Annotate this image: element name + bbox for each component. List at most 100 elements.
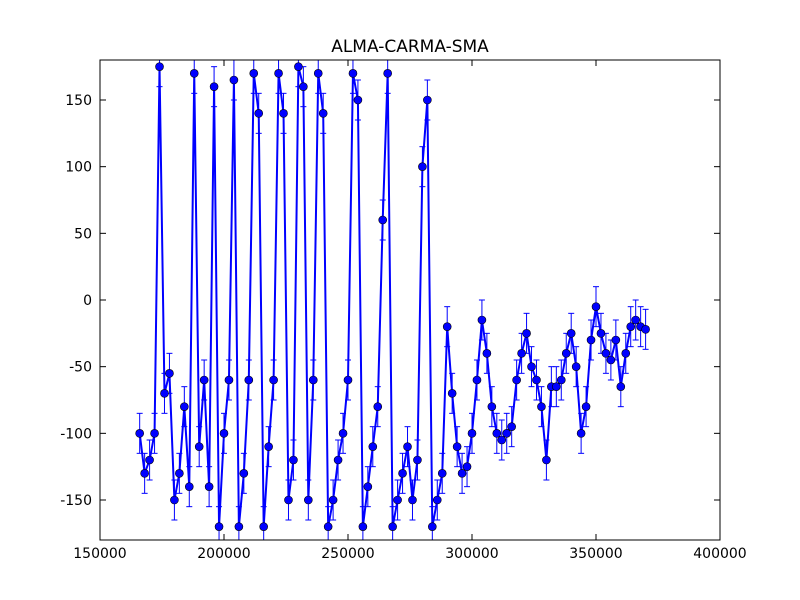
x-tick-label: 300000 — [445, 546, 498, 562]
data-point — [150, 429, 159, 438]
data-point — [383, 69, 392, 78]
data-point — [437, 469, 447, 478]
x-tick-label: 200000 — [197, 546, 250, 562]
data-point — [165, 369, 174, 378]
data-point — [507, 422, 516, 431]
data-point — [363, 482, 373, 491]
data-point — [224, 375, 234, 385]
data-point — [254, 109, 264, 118]
data-point — [576, 429, 586, 438]
ticks: 150000 200000 250000 300000 350000 400000 -150… — [60, 60, 747, 562]
data-point — [239, 469, 249, 478]
data-point — [204, 482, 214, 491]
data-point — [616, 382, 626, 391]
y-tick-label: -100 — [60, 426, 92, 442]
x-tick-label: 150000 — [73, 546, 126, 562]
y-tick-label: 50 — [74, 226, 92, 242]
data-point — [502, 429, 512, 438]
data-point — [413, 455, 422, 465]
data-point — [313, 69, 323, 78]
data-point — [552, 382, 561, 391]
data-point — [477, 315, 487, 325]
data-point — [641, 325, 650, 334]
data-point — [323, 522, 333, 531]
data-point — [373, 402, 383, 411]
x-tick-label: 250000 — [321, 546, 374, 562]
data-point — [452, 442, 462, 451]
data-point — [294, 62, 303, 71]
data-point — [517, 349, 526, 358]
data-point — [442, 322, 452, 331]
data-point — [532, 375, 541, 385]
data-point — [601, 349, 611, 358]
y-tick-label: 100 — [65, 160, 92, 176]
data-point — [155, 62, 164, 71]
data-point — [492, 429, 502, 438]
data-point — [631, 315, 640, 325]
data-point — [308, 375, 318, 385]
data-point — [497, 435, 507, 445]
data-point — [621, 349, 631, 358]
data-point — [229, 75, 239, 85]
y-tick-label: 0 — [83, 293, 92, 309]
data-point — [264, 442, 273, 451]
data-point — [175, 469, 184, 478]
data-point — [398, 469, 407, 478]
data-point — [566, 329, 576, 338]
data-point — [537, 402, 546, 411]
data-point — [368, 442, 378, 451]
data-point — [333, 455, 343, 465]
data-point — [462, 462, 472, 471]
data-point — [318, 109, 328, 118]
data-point — [606, 355, 616, 365]
data-point — [289, 455, 298, 465]
data-point — [581, 402, 591, 411]
data-point — [338, 429, 348, 438]
data-point — [274, 69, 283, 78]
data-point — [487, 402, 497, 411]
data-point — [596, 329, 606, 338]
data-point — [482, 349, 492, 358]
data-point — [457, 469, 467, 478]
data-point — [522, 329, 531, 338]
data-point — [403, 442, 412, 451]
data-point — [140, 469, 149, 478]
data-point — [269, 375, 278, 385]
data-point — [527, 362, 536, 371]
chart-title: ALMA-CARMA-SMA — [331, 37, 489, 57]
x-tick-label: 350000 — [569, 546, 622, 562]
data-point — [249, 69, 259, 78]
data-point — [428, 522, 437, 531]
data-point — [556, 375, 566, 385]
data-point — [219, 429, 229, 438]
data-point — [353, 95, 363, 105]
data-point — [189, 69, 199, 78]
data-point — [328, 495, 338, 505]
data-point — [304, 495, 313, 505]
data-point — [542, 455, 551, 465]
data-point — [586, 335, 596, 345]
data-point — [358, 522, 368, 531]
data-point — [199, 375, 209, 385]
y-tick-label: 150 — [65, 93, 92, 109]
x-tick-label: 400000 — [693, 546, 746, 562]
data-point — [279, 109, 288, 118]
data-point — [244, 375, 254, 385]
data-point — [284, 495, 293, 505]
data-point — [423, 95, 432, 105]
data-point — [170, 495, 179, 505]
data-point — [561, 349, 571, 358]
data-point — [160, 389, 169, 398]
data-point — [447, 389, 457, 398]
data-point — [626, 322, 636, 331]
data-point — [571, 362, 581, 371]
data-point — [299, 82, 308, 91]
data-point — [234, 522, 244, 531]
data-point — [180, 402, 189, 411]
data-point — [184, 482, 194, 491]
data-point — [418, 162, 427, 171]
data-point — [378, 215, 388, 225]
y-tick-label: -50 — [69, 360, 92, 376]
data-point — [467, 429, 477, 438]
